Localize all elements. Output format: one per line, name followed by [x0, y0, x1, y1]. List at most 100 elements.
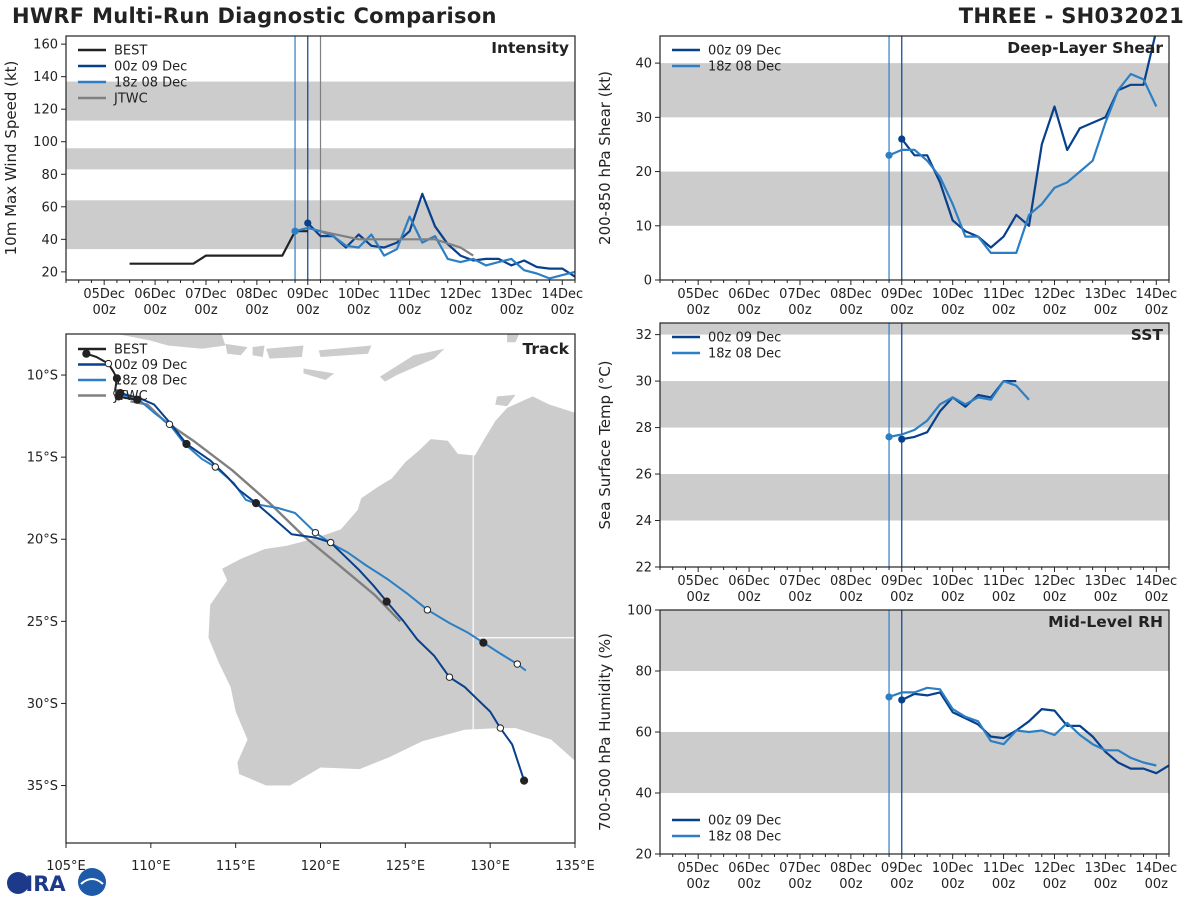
sst-xtick-sublabel-0: 00z — [686, 590, 710, 605]
sst-xtick-label-5: 10Dec — [932, 574, 974, 589]
sst-xtick-label-2: 07Dec — [779, 574, 821, 589]
track-series-2-line — [116, 392, 527, 672]
intensity-xtick-sublabel-2: 00z — [194, 303, 218, 318]
shear-xtick-sublabel-1: 00z — [737, 303, 761, 318]
intensity-ytick-label-2: 60 — [41, 200, 58, 215]
track-series-1-point — [326, 538, 335, 547]
track-series-1-point — [445, 673, 454, 681]
track-series-1-point — [251, 499, 261, 508]
flores-land — [318, 345, 372, 357]
rh-band-1 — [660, 610, 1169, 671]
rh-xtick-label-1: 06Dec — [728, 861, 770, 876]
sst-ylabel: Sea Surface Temp (°C) — [596, 360, 614, 529]
track-map-area — [82, 334, 575, 786]
sst-xtick-label-1: 06Dec — [728, 574, 770, 589]
track-xtick-label-4: 125°E — [386, 859, 426, 874]
intensity-series-1-start-marker — [304, 219, 312, 227]
track-series-0-point — [82, 349, 91, 358]
sst-ytick-label-3: 28 — [635, 421, 652, 436]
intensity-xtick-sublabel-1: 00z — [143, 303, 167, 318]
shear-xtick-label-0: 05Dec — [677, 287, 719, 302]
track-xtick-label-6: 135°E — [555, 859, 595, 874]
rh-ytick-label-4: 100 — [627, 604, 652, 619]
rh-ytick-label-1: 40 — [635, 787, 652, 802]
shear-xtick-label-1: 06Dec — [728, 287, 770, 302]
track-series-2-point — [211, 463, 220, 471]
sumbawa-land — [266, 345, 304, 359]
sst-xtick-label-7: 12Dec — [1034, 574, 1076, 589]
shear-xtick-label-6: 11Dec — [983, 287, 1025, 302]
shear-series-1-line — [888, 72, 1158, 254]
track-ytick-label-0: 10°S — [27, 369, 58, 384]
rh-series-0-line — [901, 691, 1169, 775]
track-xtick-label-5: 130°E — [470, 859, 510, 874]
intensity-xtick-label-3: 08Dec — [236, 287, 278, 302]
track-series-1-point — [382, 597, 391, 606]
shear-xtick-sublabel-2: 00z — [788, 303, 812, 318]
intensity-xtick-label-9: 14Dec — [541, 287, 583, 302]
intensity-ytick-label-1: 40 — [41, 233, 58, 248]
shear-ytick-label-4: 40 — [635, 57, 652, 72]
rh-xtick-label-3: 08Dec — [830, 861, 872, 876]
sst-ytick-label-1: 24 — [635, 514, 652, 529]
rh-xtick-sublabel-7: 00z — [1043, 877, 1067, 892]
track-legend-label-3: JTWC — [113, 389, 148, 404]
track-series-0-point — [133, 395, 142, 404]
storm-id: THREE - SH032021 — [958, 4, 1184, 28]
sst-xtick-label-4: 09Dec — [881, 574, 923, 589]
track-series-2-point — [513, 660, 522, 668]
sst-xtick-label-9: 14Dec — [1135, 574, 1177, 589]
shear-xtick-label-3: 08Dec — [830, 287, 872, 302]
logo-text: CIRA — [10, 872, 66, 896]
track-series-0-point — [114, 392, 123, 401]
track-series-2-point — [311, 528, 320, 537]
rh-xtick-label-9: 14Dec — [1135, 861, 1177, 876]
shear-xtick-sublabel-7: 00z — [1043, 303, 1067, 318]
sst-xtick-label-3: 08Dec — [830, 574, 872, 589]
intensity-legend-label-2: 18z 08 Dec — [114, 76, 187, 91]
rh-xtick-label-8: 13Dec — [1085, 861, 1127, 876]
shear-ylabel: 200-850 hPa Shear (kt) — [596, 71, 614, 245]
java-land — [116, 334, 226, 349]
sst-series-1-start-marker — [885, 433, 893, 441]
track-title: Track — [523, 340, 570, 358]
track-series-1-point — [182, 439, 191, 449]
rh-xtick-label-4: 09Dec — [881, 861, 923, 876]
track-legend-label-0: BEST — [114, 343, 147, 358]
shear-band-1 — [660, 63, 1169, 118]
intensity-series-2-start-marker — [291, 227, 299, 235]
track-legend-label-2: 18z 08 Dec — [114, 374, 187, 389]
rh-xtick-sublabel-9: 00z — [1145, 877, 1169, 892]
sst-band-0 — [660, 474, 1169, 521]
logo-seal-icon — [78, 868, 106, 896]
sst-xtick-sublabel-1: 00z — [737, 590, 761, 605]
tanimbar-land — [507, 334, 519, 343]
shear-xtick-label-5: 10Dec — [932, 287, 974, 302]
rh-ytick-label-0: 20 — [635, 848, 652, 863]
shear-xtick-sublabel-3: 00z — [839, 303, 863, 318]
intensity-xtick-sublabel-8: 00z — [500, 303, 524, 318]
intensity-xtick-label-0: 05Dec — [83, 287, 125, 302]
track-series-1-point — [520, 776, 529, 785]
intensity-xtick-label-2: 07Dec — [185, 287, 227, 302]
sst-xtick-label-8: 13Dec — [1085, 574, 1127, 589]
shear-xtick-sublabel-6: 00z — [992, 303, 1016, 318]
rh-ytick-label-3: 80 — [635, 665, 652, 680]
sst-xtick-sublabel-4: 00z — [890, 590, 914, 605]
intensity-xtick-label-7: 12Dec — [440, 287, 482, 302]
shear-ytick-label-1: 10 — [635, 219, 652, 234]
intensity-xtick-label-8: 13Dec — [491, 287, 533, 302]
page-title: HWRF Multi-Run Diagnostic Comparison — [12, 4, 497, 28]
intensity-xtick-label-4: 09Dec — [287, 287, 329, 302]
sst-xtick-sublabel-9: 00z — [1145, 590, 1169, 605]
intensity-xtick-sublabel-7: 00z — [449, 303, 473, 318]
track-xtick-label-0: 105°E — [46, 859, 86, 874]
rh-ylabel: 700-500 hPa Humidity (%) — [596, 633, 614, 831]
sst-xtick-sublabel-3: 00z — [839, 590, 863, 605]
track-series-2-point — [423, 606, 432, 614]
intensity-xtick-label-6: 11Dec — [389, 287, 431, 302]
sst-xtick-label-0: 05Dec — [677, 574, 719, 589]
shear-title: Deep-Layer Shear — [1007, 39, 1163, 57]
rh-xtick-sublabel-3: 00z — [839, 877, 863, 892]
